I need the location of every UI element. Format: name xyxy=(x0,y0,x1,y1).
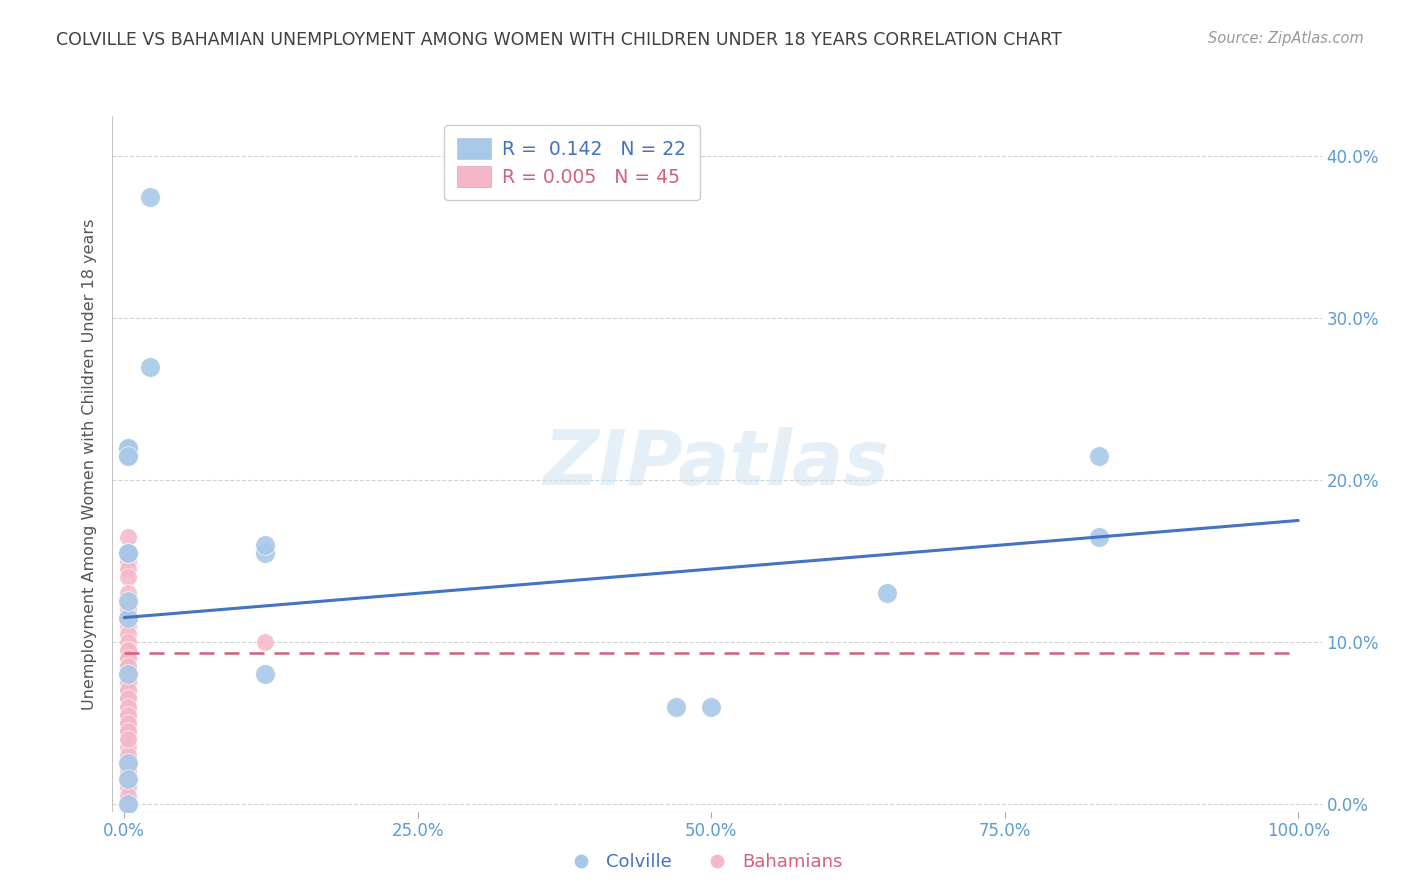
Point xyxy=(117,546,139,560)
Point xyxy=(117,739,139,754)
Point xyxy=(117,715,139,730)
Point xyxy=(117,602,139,616)
Point xyxy=(117,610,139,624)
Point xyxy=(117,675,139,690)
Point xyxy=(117,667,139,681)
Point xyxy=(117,699,139,714)
Point xyxy=(665,699,688,714)
Point xyxy=(117,554,139,568)
Point xyxy=(117,797,139,811)
Point xyxy=(117,562,139,576)
Point xyxy=(117,586,139,600)
Point xyxy=(117,772,139,787)
Point xyxy=(117,683,139,698)
Point xyxy=(139,190,162,204)
Text: Source: ZipAtlas.com: Source: ZipAtlas.com xyxy=(1208,31,1364,46)
Point xyxy=(117,667,139,681)
Point xyxy=(117,635,139,649)
Point xyxy=(117,715,139,730)
Point xyxy=(117,449,139,463)
Point xyxy=(117,643,139,657)
Point xyxy=(117,707,139,722)
Point xyxy=(117,618,139,632)
Point xyxy=(117,731,139,746)
Point xyxy=(117,731,139,746)
Point xyxy=(117,626,139,640)
Point xyxy=(254,546,277,560)
Legend: R =  0.142   N = 22, R = 0.005   N = 45: R = 0.142 N = 22, R = 0.005 N = 45 xyxy=(444,126,700,200)
Point xyxy=(117,789,139,803)
Point xyxy=(1087,449,1109,463)
Point xyxy=(117,441,139,455)
Point xyxy=(117,651,139,665)
Point xyxy=(117,643,139,657)
Point xyxy=(117,764,139,779)
Point xyxy=(117,570,139,584)
Point xyxy=(117,441,139,455)
Text: ZIPatlas: ZIPatlas xyxy=(544,427,890,500)
Point xyxy=(117,659,139,673)
Point xyxy=(117,683,139,698)
Point xyxy=(117,594,139,608)
Point xyxy=(117,659,139,673)
Legend: Colville, Bahamians: Colville, Bahamians xyxy=(555,847,851,879)
Point xyxy=(254,667,277,681)
Point xyxy=(117,723,139,738)
Point xyxy=(117,748,139,763)
Point xyxy=(117,780,139,795)
Point xyxy=(1087,530,1109,544)
Point xyxy=(876,586,898,600)
Point xyxy=(254,538,277,552)
Point xyxy=(117,691,139,706)
Point xyxy=(700,699,723,714)
Point xyxy=(117,530,139,544)
Point xyxy=(117,699,139,714)
Point xyxy=(254,635,277,649)
Point xyxy=(117,797,139,811)
Point xyxy=(117,546,139,560)
Point xyxy=(117,594,139,608)
Point xyxy=(117,691,139,706)
Y-axis label: Unemployment Among Women with Children Under 18 years: Unemployment Among Women with Children U… xyxy=(82,219,97,709)
Text: COLVILLE VS BAHAMIAN UNEMPLOYMENT AMONG WOMEN WITH CHILDREN UNDER 18 YEARS CORRE: COLVILLE VS BAHAMIAN UNEMPLOYMENT AMONG … xyxy=(56,31,1062,49)
Point xyxy=(117,756,139,771)
Point xyxy=(117,756,139,771)
Point xyxy=(117,667,139,681)
Point xyxy=(117,546,139,560)
Point xyxy=(117,772,139,787)
Point xyxy=(139,359,162,374)
Point xyxy=(117,675,139,690)
Point xyxy=(117,449,139,463)
Point xyxy=(117,723,139,738)
Point xyxy=(117,610,139,624)
Point xyxy=(117,707,139,722)
Point xyxy=(117,651,139,665)
